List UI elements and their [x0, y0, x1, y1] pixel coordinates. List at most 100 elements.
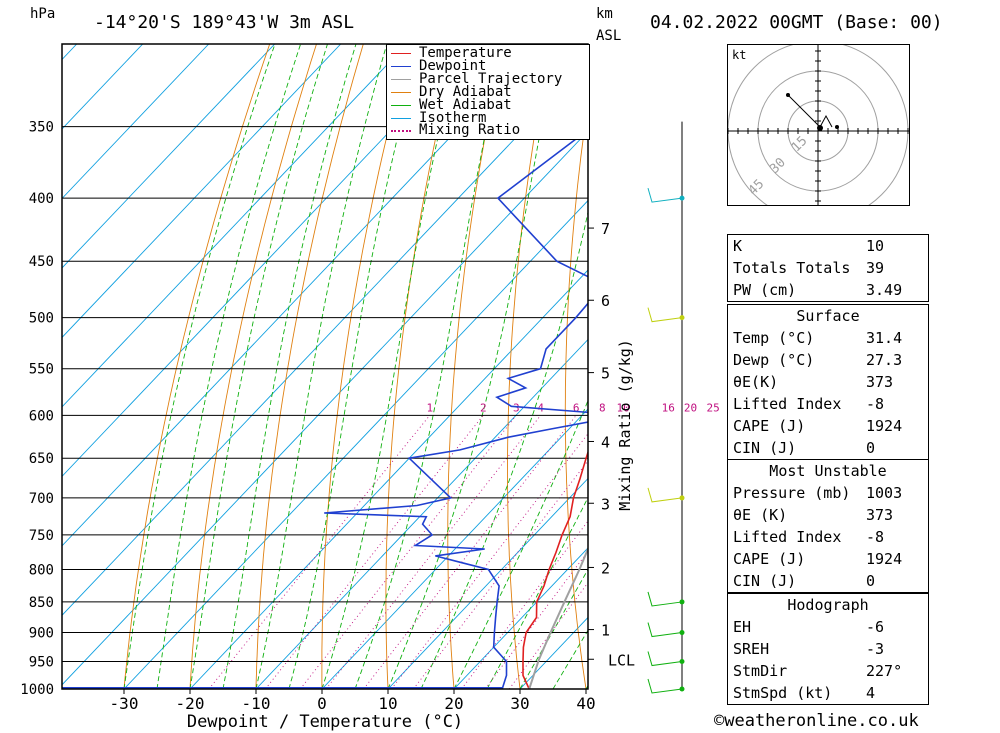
isotherm-line — [62, 130, 588, 686]
wind-barb — [647, 187, 683, 203]
stat-row: Temp (°C) 31.4 — [728, 327, 928, 349]
stat-label: θE (K) — [733, 506, 788, 524]
stat-label: Lifted Index — [733, 528, 842, 546]
hodograph-ring-label: 30 — [767, 155, 789, 177]
legend-swatch — [391, 78, 411, 80]
temperature-tick-label: 0 — [317, 694, 327, 713]
location-title: -14°20'S 189°43'W 3m ASL — [94, 12, 355, 33]
stat-label: CAPE (J) — [733, 550, 806, 568]
temperature-tick-label: 10 — [378, 694, 397, 713]
pressure-tick-label: 450 — [29, 254, 54, 270]
copyright-link[interactable]: ©weatheronline.co.uk — [714, 711, 919, 731]
mixing-ratio-line — [325, 415, 542, 689]
stat-row: PW (cm) 3.49 — [728, 279, 928, 301]
dry-adiabat-line — [447, 44, 505, 689]
temperature-tick-label: 30 — [510, 694, 529, 713]
isotherm-line — [62, 44, 474, 478]
stat-label: StmDir — [733, 662, 788, 680]
stat-row: Lifted Index -8 — [728, 526, 928, 548]
wind-barb — [647, 591, 683, 607]
legend: Temperature Dewpoint Parcel Trajectory Dry … — [386, 44, 590, 140]
stat-label: SREH — [733, 640, 770, 658]
legend-item: Isotherm — [391, 109, 487, 126]
wet-adiabat-line — [321, 44, 460, 689]
mixing-ratio-label: 2 — [480, 401, 487, 414]
height-tick-label: 7 — [601, 220, 610, 238]
pressure-tick-label: 1000 — [20, 682, 54, 698]
stat-label: CIN (J) — [733, 572, 797, 590]
stat-value: 1924 — [866, 417, 903, 435]
legend-swatch — [391, 91, 411, 93]
legend-item: Mixing Ratio — [391, 123, 520, 137]
temperature-tick-label: 20 — [444, 694, 463, 713]
stat-row: Pressure (mb) 1003 — [728, 482, 928, 504]
mixing-ratio-label: 10 — [616, 401, 629, 414]
isotherm-line — [387, 477, 588, 689]
hodograph-panel: 15 30 45 kt — [727, 44, 910, 206]
height-tick-label: 5 — [601, 365, 610, 383]
pressure-tick-label: 700 — [29, 491, 54, 507]
pressure-tick-label: 800 — [29, 562, 54, 578]
mixing-ratio-label: 25 — [706, 401, 719, 414]
mixing-ratio-label: 6 — [573, 401, 580, 414]
wet-adiabat-line — [123, 44, 276, 689]
stat-value: 4 — [866, 684, 876, 702]
series-temperature-line — [522, 449, 588, 689]
series-dewpoint-line — [324, 128, 588, 689]
pressure-tick-label: 850 — [29, 595, 54, 611]
isotherm-line — [62, 44, 540, 547]
stat-row: CIN (J) 0 — [728, 437, 928, 459]
wet-adiabat-line — [486, 496, 588, 689]
mixing-ratio-labels: 1 2 3 4 6 8 10 16 20 25 — [426, 401, 719, 414]
isotherm-line — [62, 44, 408, 408]
legend-label: Dry Adiabat — [419, 83, 512, 100]
stat-label: PW (cm) — [733, 281, 797, 299]
stat-value: 227° — [866, 662, 903, 680]
surface-table: Surface Temp (°C) 31.4 Dewp (°C) 27.3 θE(K) 3… — [727, 304, 929, 460]
pressure-tick-label: 500 — [29, 311, 54, 327]
wind-barb — [647, 678, 683, 694]
wind-profile — [647, 121, 685, 694]
height-tick-label: 3 — [601, 495, 610, 513]
stat-row: StmDir 227° — [728, 660, 928, 682]
hodograph-stats-title: Hodograph — [787, 596, 869, 614]
dry-adiabat-line — [507, 44, 551, 689]
legend-item: Temperature — [391, 46, 512, 60]
wet-adiabat-line — [387, 44, 558, 689]
wet-adiabat-line — [189, 44, 328, 689]
most-unstable-title: Most Unstable — [769, 462, 887, 480]
wind-barb — [647, 622, 683, 638]
hodograph-ring-label: 45 — [746, 177, 768, 199]
temperature-tick-label: -30 — [110, 694, 139, 713]
hodograph-table: Hodograph EH -6 SREH -3 StmDir 227° StmSpd (kt… — [727, 593, 929, 705]
datetime-title: 04.02.2022 00GMT (Base: 00) — [650, 12, 943, 33]
hodograph-trace — [819, 114, 833, 128]
plot-frame — [61, 43, 589, 690]
height-tick-label: 1 — [601, 622, 610, 640]
legend-label: Isotherm — [419, 109, 487, 126]
pressure-tick-label: 550 — [29, 362, 54, 378]
stat-label: EH — [733, 618, 752, 636]
hodograph-unit-label: kt — [732, 48, 747, 62]
height-tick-label: 4 — [601, 433, 610, 451]
stat-value: 27.3 — [866, 351, 903, 369]
isotherm-line — [62, 44, 144, 130]
stat-value: 31.4 — [866, 329, 903, 347]
surface-title: Surface — [796, 307, 860, 325]
wind-level-dot — [679, 315, 685, 321]
dry-adiabat-line — [385, 44, 458, 689]
stat-row: Totals Totals 39 — [728, 257, 928, 279]
indices-table: K 10 Totals Totals 39 PW (cm) 3.49 — [727, 234, 929, 302]
temperature-tick-label: -10 — [242, 694, 271, 713]
stat-row: CAPE (J) 1924 — [728, 548, 928, 570]
height-tick-label: LCL — [608, 651, 635, 669]
isotherm-line — [123, 199, 588, 689]
stat-value: 1924 — [866, 550, 903, 568]
stat-value: 1003 — [866, 484, 903, 502]
pressure-tick-label: 900 — [29, 626, 54, 642]
stat-label: Totals Totals — [733, 259, 851, 277]
mixing-ratio-line — [208, 415, 431, 689]
pressure-tick-label: 400 — [29, 191, 54, 207]
stat-value: 39 — [866, 259, 885, 277]
mixing-ratio-label: 20 — [684, 401, 697, 414]
